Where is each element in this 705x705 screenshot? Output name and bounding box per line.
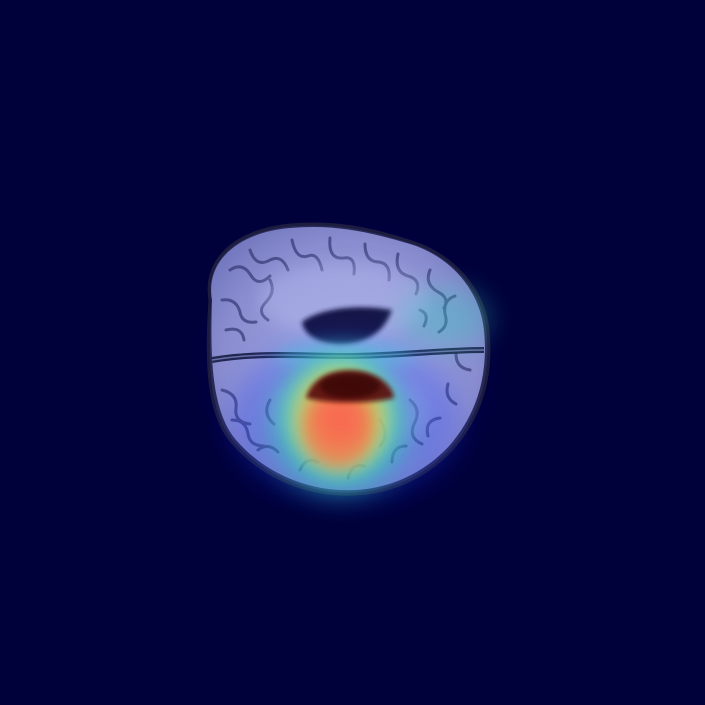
- upper-ventricle: [302, 307, 392, 345]
